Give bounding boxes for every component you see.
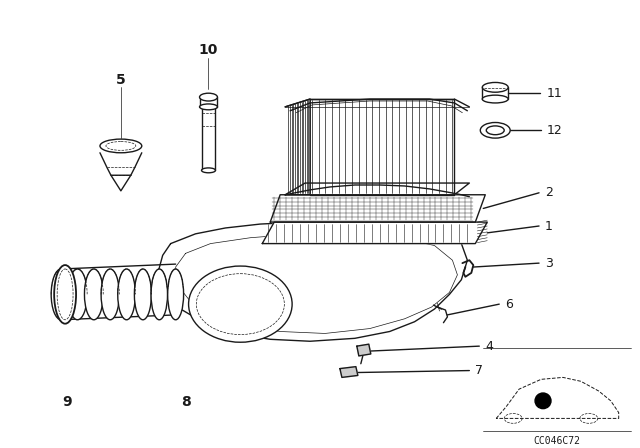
Ellipse shape <box>100 139 142 153</box>
Polygon shape <box>285 99 310 195</box>
Ellipse shape <box>200 104 218 110</box>
Ellipse shape <box>480 122 510 138</box>
Ellipse shape <box>483 82 508 92</box>
Text: 3: 3 <box>545 257 553 270</box>
Text: 5: 5 <box>116 73 125 86</box>
Ellipse shape <box>202 168 216 173</box>
Ellipse shape <box>200 93 218 101</box>
Ellipse shape <box>84 269 103 320</box>
Text: 8: 8 <box>180 395 191 409</box>
Ellipse shape <box>168 269 184 320</box>
Polygon shape <box>200 97 218 107</box>
Ellipse shape <box>580 414 598 423</box>
Polygon shape <box>262 222 487 244</box>
Text: 2: 2 <box>545 186 553 199</box>
Ellipse shape <box>101 269 119 320</box>
Ellipse shape <box>504 414 522 423</box>
Text: 9: 9 <box>62 395 72 409</box>
Text: 4: 4 <box>485 340 493 353</box>
Polygon shape <box>278 202 474 221</box>
Ellipse shape <box>51 269 71 320</box>
Text: 7: 7 <box>476 364 483 377</box>
Polygon shape <box>159 221 467 341</box>
Polygon shape <box>100 153 142 175</box>
Ellipse shape <box>189 266 292 342</box>
Ellipse shape <box>486 126 504 135</box>
Circle shape <box>535 393 551 409</box>
Ellipse shape <box>54 265 76 323</box>
Polygon shape <box>340 366 358 377</box>
Text: 6: 6 <box>505 297 513 310</box>
Polygon shape <box>270 195 485 222</box>
Ellipse shape <box>68 269 87 320</box>
Text: 1: 1 <box>545 220 553 233</box>
Ellipse shape <box>134 269 152 320</box>
Ellipse shape <box>483 95 508 103</box>
Text: CC046C72: CC046C72 <box>534 436 580 446</box>
Ellipse shape <box>118 269 136 320</box>
Polygon shape <box>310 99 454 195</box>
Polygon shape <box>202 107 216 170</box>
Ellipse shape <box>151 269 168 320</box>
Polygon shape <box>285 183 469 195</box>
Text: 10: 10 <box>199 43 218 57</box>
Text: 12: 12 <box>547 124 563 137</box>
Polygon shape <box>357 344 371 356</box>
Text: 11: 11 <box>547 87 563 100</box>
